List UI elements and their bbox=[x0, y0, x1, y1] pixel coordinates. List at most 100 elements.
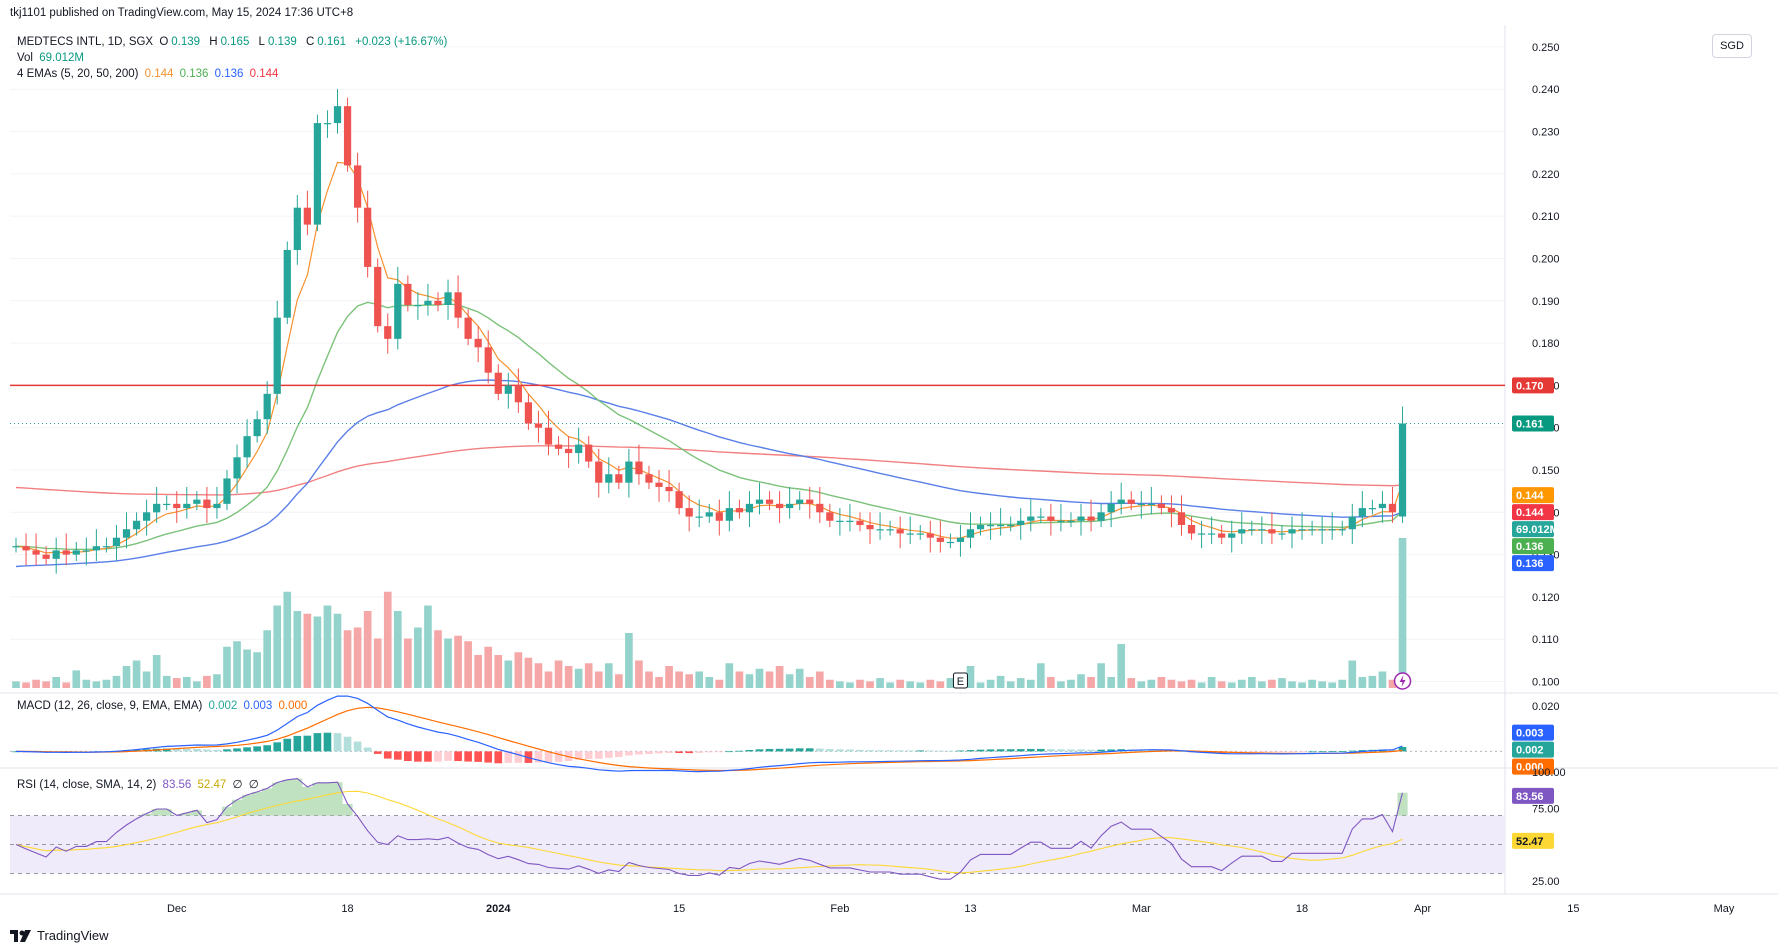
candle-body bbox=[1308, 529, 1316, 531]
candle-body bbox=[283, 250, 291, 318]
volume-bar bbox=[152, 655, 161, 688]
macd-histogram-bar bbox=[866, 750, 874, 752]
ema20-badge-bg bbox=[1512, 538, 1554, 555]
candle-body bbox=[645, 474, 653, 483]
macd-histogram-bar bbox=[383, 751, 392, 759]
macd-histogram-bar bbox=[655, 751, 663, 754]
candle-body bbox=[253, 419, 261, 437]
macd-histogram-bar bbox=[343, 736, 352, 752]
x-tick-label: Apr bbox=[1414, 903, 1431, 915]
macd-histogram-bar bbox=[615, 751, 623, 758]
volume-bar bbox=[886, 682, 894, 688]
macd-histogram-bar bbox=[846, 749, 854, 752]
volume-bar bbox=[1378, 671, 1387, 688]
price-tick-label: 0.230 bbox=[1532, 127, 1560, 139]
candle-body bbox=[655, 482, 663, 487]
macd-histogram-bar bbox=[414, 751, 422, 762]
candle-body bbox=[956, 537, 965, 542]
volume-badge: 69.012M bbox=[1516, 524, 1559, 536]
macd-histogram-bar bbox=[675, 751, 683, 754]
volume-bar bbox=[695, 671, 704, 688]
candle-body bbox=[153, 503, 161, 513]
candle-body bbox=[72, 550, 80, 555]
macd-histogram-bar bbox=[1026, 748, 1035, 752]
candle-body bbox=[605, 474, 613, 483]
macd-histogram-bar bbox=[1318, 751, 1326, 753]
macd-histogram-bar bbox=[1258, 751, 1266, 753]
candle-body bbox=[303, 207, 311, 225]
candle-body bbox=[434, 300, 442, 305]
volume-bar bbox=[1016, 678, 1025, 688]
volume-bar bbox=[976, 682, 985, 688]
candle-body bbox=[946, 541, 955, 544]
macd-hist-legend-value: 0.002 bbox=[208, 700, 238, 712]
macd-histogram-bar bbox=[906, 750, 915, 752]
volume-bar bbox=[1298, 682, 1306, 688]
volume-bar bbox=[1197, 682, 1206, 688]
candle-body bbox=[293, 207, 301, 250]
volume-bar bbox=[162, 675, 171, 688]
macd-histogram-bar bbox=[283, 738, 292, 752]
price-tick-label: 0.220 bbox=[1532, 169, 1560, 181]
macd-histogram-bar bbox=[1268, 751, 1276, 753]
volume-bar bbox=[1137, 681, 1146, 688]
volume-bar bbox=[434, 630, 442, 688]
price-tick-label: 0.110 bbox=[1532, 634, 1559, 646]
macd-histogram-bar bbox=[775, 748, 784, 752]
ema20-badge: 0.136 bbox=[1516, 541, 1544, 553]
candle-body bbox=[1338, 529, 1346, 531]
macd-histogram-bar bbox=[193, 749, 201, 752]
volume-bar bbox=[534, 663, 543, 688]
volume-bar bbox=[755, 668, 764, 688]
macd-histogram-bar bbox=[956, 750, 965, 752]
macd-histogram-bar bbox=[735, 750, 744, 752]
price-tick-label: 0.240 bbox=[1532, 84, 1560, 96]
hline-badge: 0.170 bbox=[1516, 380, 1544, 392]
candle-body bbox=[986, 525, 995, 527]
ema5-value: 0.144 bbox=[144, 68, 174, 80]
macd-histogram-bar bbox=[1177, 751, 1186, 753]
volume-bar bbox=[1348, 660, 1357, 688]
macd-histogram-bar bbox=[645, 751, 653, 754]
volume-bar bbox=[1157, 677, 1166, 688]
candle-body bbox=[1027, 516, 1035, 521]
volume-bar bbox=[1207, 677, 1216, 688]
macd-histogram-bar bbox=[313, 733, 322, 752]
macd-histogram-bar bbox=[996, 749, 1005, 752]
candle-body bbox=[1348, 516, 1356, 530]
candle-body bbox=[343, 106, 352, 166]
candle-body bbox=[32, 550, 40, 555]
macd-histogram-bar bbox=[966, 750, 975, 752]
close-label: C bbox=[305, 36, 315, 48]
candle-body bbox=[163, 503, 171, 506]
candle-body bbox=[52, 550, 60, 559]
macd-histogram-bar bbox=[785, 748, 794, 752]
macd-tick-label: 0.020 bbox=[1532, 701, 1560, 713]
candle-body bbox=[142, 512, 151, 521]
volume-bar bbox=[1278, 678, 1286, 688]
currency-button[interactable]: SGD bbox=[1712, 34, 1752, 58]
volume-bar bbox=[926, 679, 935, 688]
macd-histogram-bar bbox=[1047, 749, 1055, 752]
macd-histogram-bar bbox=[1087, 749, 1095, 752]
macd-histogram-bar bbox=[604, 751, 613, 758]
macd-badge: 0.003 bbox=[1516, 728, 1544, 740]
candle-body bbox=[936, 537, 944, 542]
volume-bar bbox=[504, 660, 513, 688]
volume-bar bbox=[1177, 681, 1186, 688]
volume-bar bbox=[574, 668, 583, 688]
macd-histogram-bar bbox=[203, 749, 211, 752]
candle-body bbox=[1218, 533, 1226, 538]
macd-histogram-bar bbox=[273, 742, 282, 752]
macd-histogram-bar bbox=[393, 751, 402, 760]
tradingview-logo[interactable]: TradingView bbox=[10, 928, 109, 943]
volume-bar bbox=[444, 638, 452, 688]
volume-bar bbox=[805, 677, 814, 688]
candle-body bbox=[585, 444, 593, 462]
candle-body bbox=[112, 537, 121, 547]
x-tick-label: May bbox=[1714, 903, 1735, 915]
rsi-ma-badge: 52.47 bbox=[1516, 836, 1544, 848]
candle-body bbox=[1278, 533, 1286, 535]
high-label: H bbox=[209, 36, 218, 48]
